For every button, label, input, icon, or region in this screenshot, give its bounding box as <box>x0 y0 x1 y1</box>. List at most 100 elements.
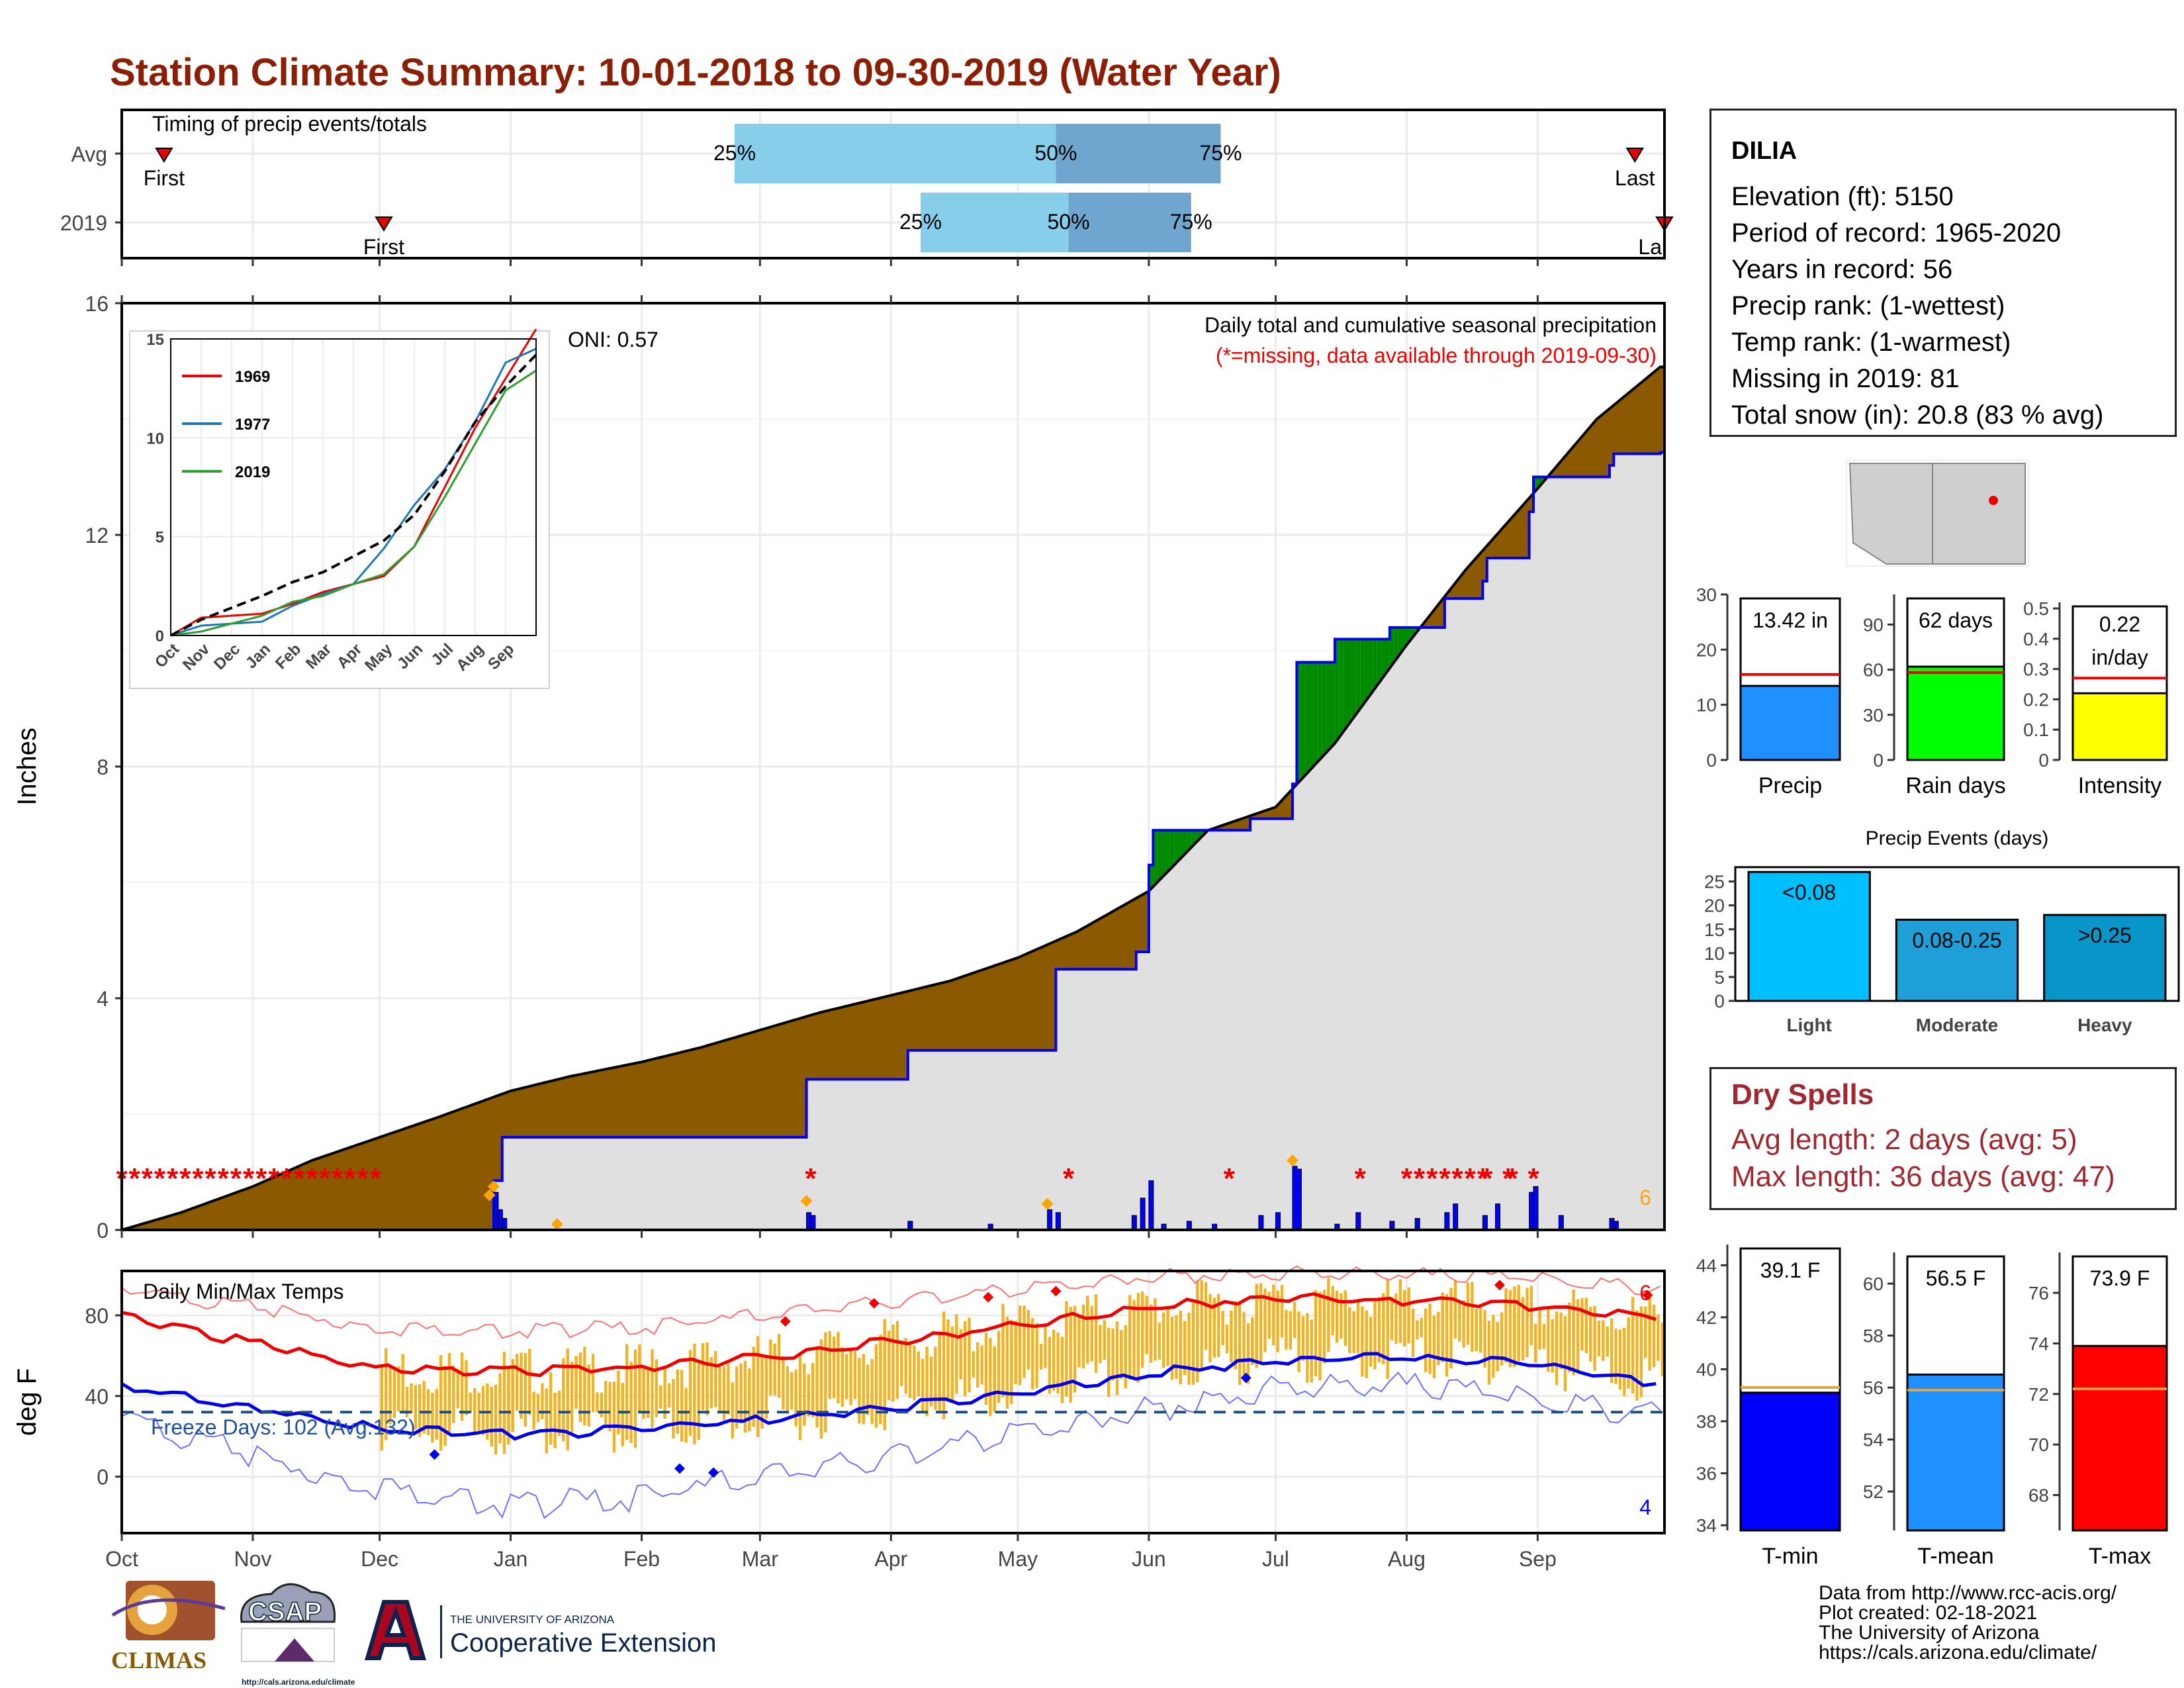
daily-temp-range-bar <box>1238 1302 1242 1385</box>
record-temp-marker <box>868 1297 880 1309</box>
daily-temp-range-bar <box>735 1366 739 1429</box>
deficit-area <box>747 1033 752 1137</box>
summary-y-tick-label: 0 <box>2038 750 2049 771</box>
deficit-area <box>671 1054 676 1137</box>
deficit-area <box>1465 567 1471 599</box>
deficit-area <box>1444 594 1449 599</box>
deficit-area <box>679 1052 684 1137</box>
daily-temp-range-bar <box>1255 1284 1258 1368</box>
observed-area <box>1355 639 1361 1230</box>
daily-temp-range-bar <box>655 1359 659 1417</box>
cumulative-y-axis-label: Inches <box>13 727 42 806</box>
surplus-area <box>1351 639 1357 718</box>
deficit-area <box>848 1005 854 1080</box>
deficit-area <box>1220 825 1226 831</box>
surplus-area <box>1309 662 1314 769</box>
observed-area <box>1436 628 1441 1230</box>
timing-bar-q50-q75 <box>1056 124 1221 183</box>
inset-y-tick-label: 15 <box>146 331 164 349</box>
snow-day-marker <box>487 1180 500 1193</box>
daily-temp-range-bar <box>722 1366 726 1421</box>
daily-temp-range-bar <box>1521 1297 1525 1361</box>
ua-logo-small-text: THE UNIVERSITY OF ARIZONA <box>450 1613 615 1626</box>
csap-logo[interactable]: CSAP http://cals.arizona.edu/climate <box>240 1583 355 1687</box>
observed-area <box>1305 662 1310 1230</box>
daily-temp-range-bar <box>1170 1316 1174 1380</box>
deficit-area <box>159 1218 165 1230</box>
missing-day-marker: * <box>1481 1162 1493 1195</box>
daily-precip-bar <box>502 1218 508 1231</box>
daily-temp-range-bar <box>1276 1290 1279 1352</box>
missing-day-marker: * <box>1414 1162 1426 1195</box>
daily-temp-range-bar <box>832 1336 836 1399</box>
daily-temp-range-bar <box>739 1363 743 1424</box>
observed-area <box>1144 952 1150 1230</box>
observed-area <box>1373 639 1378 1230</box>
observed-area <box>794 1137 799 1230</box>
observed-area <box>1068 969 1073 1230</box>
daily-temp-range-bar <box>1335 1291 1339 1343</box>
daily-temp-range-bar <box>693 1343 696 1445</box>
daily-temp-range-bar <box>380 1366 383 1451</box>
observed-area <box>823 1079 829 1230</box>
daily-temp-range-bar <box>1090 1305 1093 1362</box>
deficit-area <box>827 1010 833 1080</box>
observed-area <box>1347 639 1353 1230</box>
observed-area <box>599 1137 604 1230</box>
observed-area <box>806 1079 811 1230</box>
observed-area <box>1588 477 1594 1230</box>
daily-temp-range-bar <box>1475 1309 1479 1352</box>
temperature-y-tick-label: 0 <box>97 1466 109 1489</box>
observed-area <box>1267 818 1272 1230</box>
deficit-area <box>1271 808 1277 819</box>
observed-area <box>1072 969 1077 1230</box>
daily-temp-range-bar <box>1466 1282 1470 1345</box>
daily-temp-range-bar <box>1060 1336 1064 1403</box>
observed-area <box>1368 639 1373 1230</box>
daily-temp-range-bar <box>1048 1336 1051 1394</box>
daily-temp-range-bar <box>1234 1301 1237 1370</box>
observed-area <box>1056 969 1061 1230</box>
daily-temp-range-bar <box>752 1346 755 1427</box>
summary-value-bar <box>1739 1391 1841 1532</box>
daily-temp-range-bar <box>1589 1307 1592 1362</box>
daily-temp-range-bar <box>1525 1288 1529 1358</box>
observed-area <box>992 1050 997 1230</box>
deficit-area <box>1520 505 1525 558</box>
observed-area <box>815 1079 820 1230</box>
daily-temp-range-bar <box>976 1342 979 1388</box>
observed-area <box>608 1137 613 1230</box>
deficit-area <box>447 1113 452 1230</box>
summary-y-tick-label: 54 <box>1863 1430 1884 1450</box>
observed-area <box>1479 598 1483 1230</box>
temperature-plot-background <box>122 1271 1664 1533</box>
surplus-area <box>1330 662 1336 746</box>
deficit-area <box>181 1211 186 1230</box>
daily-temp-range-bar <box>1453 1280 1457 1339</box>
deficit-area <box>1136 897 1141 952</box>
deficit-area <box>790 1021 795 1137</box>
page-title: Station Climate Summary: 10-01-2018 to 0… <box>110 51 1281 94</box>
university-of-arizona-logo[interactable]: THE UNIVERSITY OF ARIZONA Cooperative Ex… <box>364 1600 716 1660</box>
daily-precip-bar <box>1047 1209 1053 1231</box>
deficit-area <box>1123 904 1128 970</box>
daily-temp-range-bar <box>1297 1311 1300 1372</box>
observed-area <box>726 1137 731 1230</box>
observed-area <box>709 1137 714 1230</box>
missing-day-marker: * <box>218 1162 230 1195</box>
daily-temp-range-bar <box>541 1383 544 1420</box>
daily-temp-range-bar <box>1449 1288 1453 1369</box>
deficit-area <box>1440 599 1445 628</box>
observed-area <box>840 1079 845 1230</box>
observed-area <box>1643 453 1649 1230</box>
observed-area <box>1047 1050 1052 1230</box>
daily-precip-bar <box>1453 1203 1459 1231</box>
daily-temp-range-bar <box>1420 1317 1423 1338</box>
daily-temp-range-bar <box>1035 1323 1038 1388</box>
climas-logo[interactable]: CLIMAS <box>111 1581 226 1673</box>
observed-area <box>882 1079 887 1230</box>
timing-label-25: 25% <box>713 141 756 165</box>
observed-area <box>1111 969 1116 1230</box>
observed-area <box>929 1050 934 1230</box>
observed-area <box>1258 818 1263 1230</box>
